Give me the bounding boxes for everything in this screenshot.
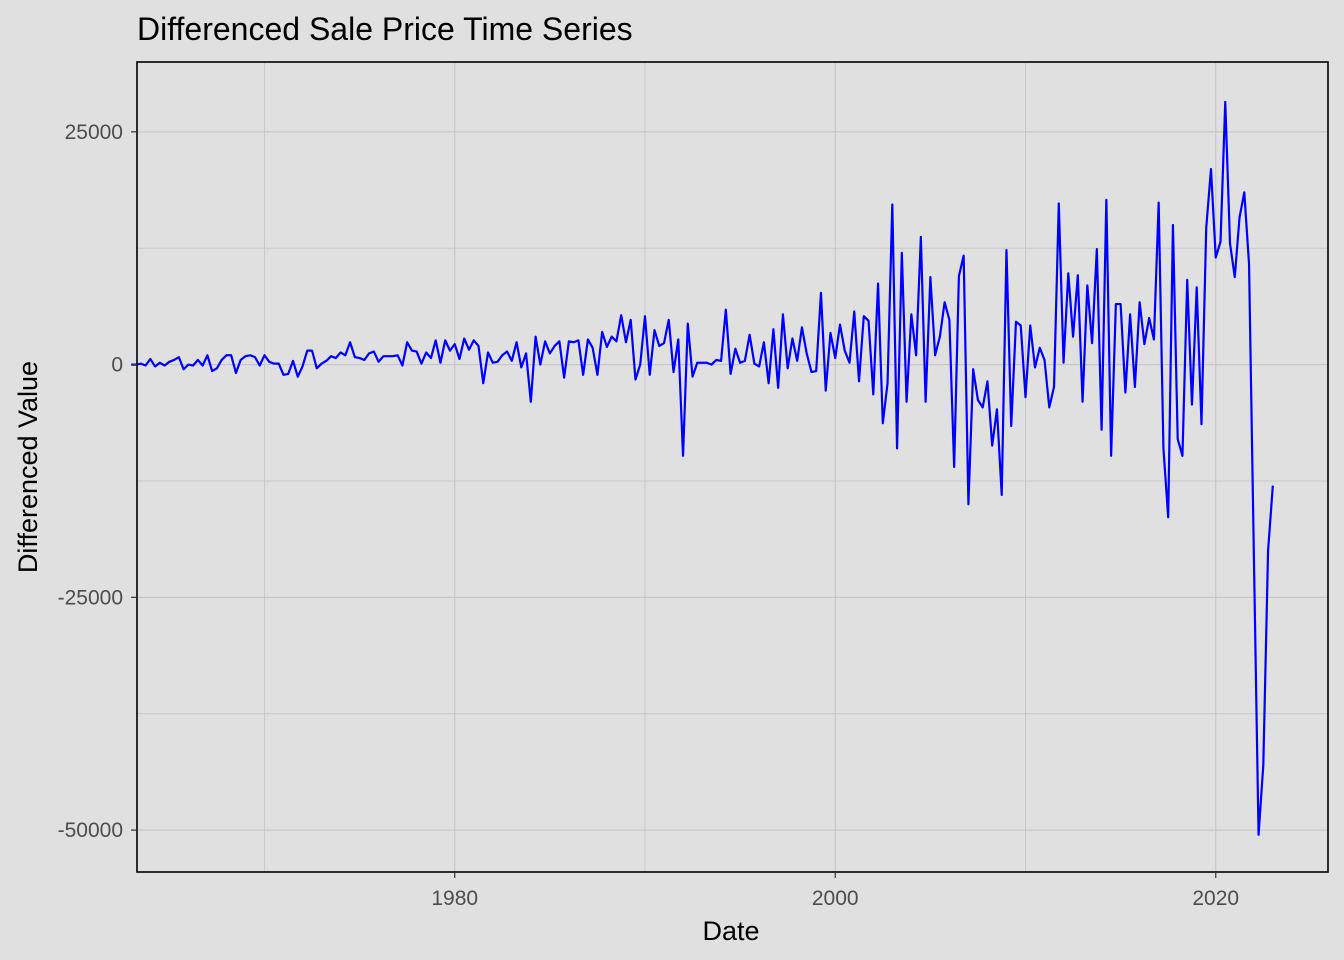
tick-labels: 1980 2000 2020 25000 0 -25000 -50000	[58, 121, 1239, 910]
x-axis-title: Date	[702, 916, 759, 946]
panel-border	[136, 61, 1329, 873]
chart-title: Differenced Sale Price Time Series	[137, 11, 633, 47]
x-tick-label: 2000	[812, 887, 859, 910]
y-tick-label: 0	[111, 354, 123, 377]
grid	[137, 62, 1328, 872]
axes	[136, 61, 1329, 873]
y-tick-label: -50000	[58, 819, 123, 842]
x-tick-label: 2020	[1192, 887, 1239, 910]
y-axis-title: Differenced Value	[13, 361, 43, 573]
y-tick-label: -25000	[58, 586, 123, 609]
series-layer	[131, 100, 1274, 836]
x-tick-label: 1980	[431, 887, 478, 910]
series-line	[131, 100, 1274, 836]
y-tick-label: 25000	[65, 121, 123, 144]
